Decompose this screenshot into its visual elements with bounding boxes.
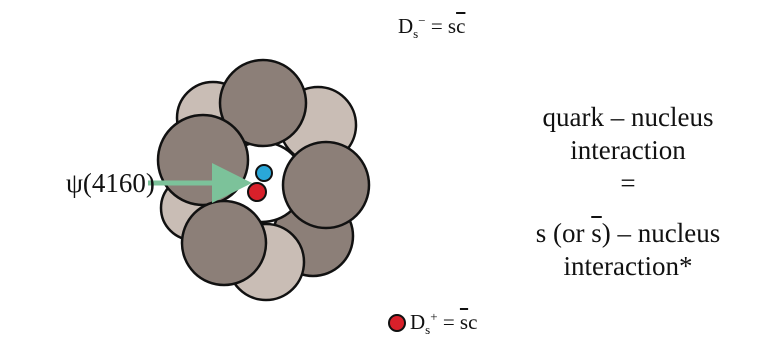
text: D <box>398 14 413 38</box>
text: + <box>430 309 437 324</box>
ds-minus-label: Ds− = sc <box>398 16 465 37</box>
quark-blue <box>256 165 272 181</box>
text: s <box>413 26 418 41</box>
nucleon <box>283 142 369 228</box>
text: c <box>456 14 465 38</box>
statement-line: interaction* <box>500 253 756 280</box>
text: ) – nucleus <box>602 218 720 248</box>
text: s <box>591 218 602 248</box>
psi-label: ψ(4160) <box>66 170 155 197</box>
quark-red <box>248 183 266 201</box>
text: c <box>468 310 477 334</box>
page: Ds− = sc ψ(4160) quark – nucleus interac… <box>0 0 760 344</box>
text: s <box>425 322 430 337</box>
statement-line: s (or s) – nucleus <box>500 220 756 247</box>
text: D <box>410 310 425 334</box>
nucleus <box>158 60 369 300</box>
text: = s <box>426 14 457 38</box>
nucleon <box>182 201 266 285</box>
text: − <box>418 13 425 28</box>
nucleon <box>158 115 248 205</box>
text: s (or <box>536 218 592 248</box>
text: s <box>460 310 468 334</box>
text: = <box>438 310 460 334</box>
statement-line: = <box>500 170 756 197</box>
ds-plus-dot <box>389 315 405 331</box>
statement-line: quark – nucleus <box>500 104 756 131</box>
ds-plus-label: Ds+ = sc <box>410 312 477 333</box>
statement-line: interaction <box>500 137 756 164</box>
